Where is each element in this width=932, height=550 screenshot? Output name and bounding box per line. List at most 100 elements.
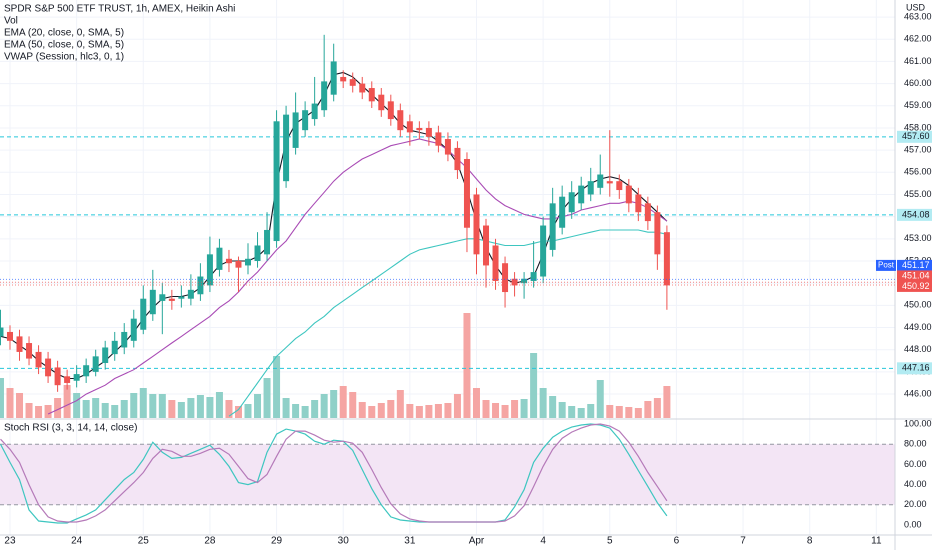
volume-bar xyxy=(501,405,509,418)
volume-bar xyxy=(244,404,252,418)
candle-body xyxy=(397,110,404,131)
candle-body xyxy=(635,194,642,213)
candle-body xyxy=(463,158,470,228)
volume-bar xyxy=(168,400,176,418)
volume-bar xyxy=(653,398,661,418)
x-tick-label: 4 xyxy=(540,536,546,547)
candle-body xyxy=(406,121,413,133)
candle-body xyxy=(330,61,337,95)
volume-bar xyxy=(54,398,62,418)
candle-body xyxy=(102,347,109,364)
volume-bar xyxy=(530,353,538,418)
volume-bar xyxy=(73,393,81,418)
y-tick-label: 459.00 xyxy=(904,100,932,110)
volume-bar xyxy=(254,394,262,418)
candle-body xyxy=(387,101,394,120)
volume-bar xyxy=(615,406,623,418)
volume-bar xyxy=(415,406,423,418)
x-tick-label: 5 xyxy=(607,536,613,547)
candle-body xyxy=(264,229,271,255)
candle-body xyxy=(54,367,61,386)
last-price-badge xyxy=(897,280,932,292)
y-tick-label: 461.00 xyxy=(904,56,932,66)
x-tick-label: 23 xyxy=(4,536,16,547)
candle-body xyxy=(197,276,204,295)
x-tick-label: 28 xyxy=(204,536,216,547)
volume-bar xyxy=(644,401,652,418)
volume-bar xyxy=(6,388,14,418)
candle-body xyxy=(273,121,280,242)
candle-body xyxy=(206,254,213,286)
candle-body xyxy=(302,110,309,131)
candle-body xyxy=(340,76,347,82)
candle-body xyxy=(530,272,537,281)
candle-body xyxy=(540,225,547,277)
candle-body xyxy=(149,289,156,315)
unit-label: USD xyxy=(906,2,926,12)
y-tick-label: 20.00 xyxy=(904,499,927,509)
candle-body xyxy=(444,139,451,155)
volume-bar xyxy=(320,394,328,418)
volume-bar xyxy=(111,405,119,418)
candle-body xyxy=(121,331,128,348)
candle-body xyxy=(587,181,594,195)
volume-bar xyxy=(263,378,271,418)
volume-bar xyxy=(434,404,442,418)
candle-body xyxy=(111,340,118,355)
volume-bar xyxy=(482,400,490,418)
last-price-label: 451.17 xyxy=(902,260,930,270)
stoch-line xyxy=(0,423,668,524)
price-line-badge xyxy=(897,130,932,143)
volume-bar xyxy=(225,400,233,418)
volume-bar xyxy=(568,406,576,418)
y-tick-label: 460.00 xyxy=(904,78,932,88)
volume-bar xyxy=(101,403,109,418)
candle-body xyxy=(606,181,613,184)
candle-body xyxy=(216,247,223,270)
price-line-badge xyxy=(897,362,932,375)
volume-bar xyxy=(520,399,528,418)
volume-bar xyxy=(44,405,52,418)
candle-body xyxy=(35,351,42,368)
candle-body xyxy=(64,376,71,383)
chart-title: SPDR S&P 500 ETF TRUST, 1h, AMEX, Heikin… xyxy=(4,4,235,15)
candle-body xyxy=(378,94,385,111)
legend-entry: Vol xyxy=(4,16,18,27)
candle-body xyxy=(359,83,366,93)
candle-body xyxy=(311,103,318,120)
y-tick-label: 450.00 xyxy=(904,300,932,310)
last-price-label: 451.04 xyxy=(902,270,930,280)
y-tick-label: 458.00 xyxy=(904,122,932,132)
candle-body xyxy=(578,185,585,204)
volume-bar xyxy=(358,402,366,418)
volume-bar xyxy=(539,388,547,418)
volume-bar xyxy=(396,390,404,418)
post-tag: Post xyxy=(878,261,895,270)
volume-bar xyxy=(492,403,500,418)
x-tick-label: 25 xyxy=(138,536,150,547)
y-tick-label: 463.00 xyxy=(904,11,932,21)
volume-bar xyxy=(139,388,147,418)
x-tick-label: Apr xyxy=(469,536,485,547)
volume-bar xyxy=(625,407,633,418)
candle-body xyxy=(6,331,13,341)
x-tick-label: 30 xyxy=(338,536,350,547)
candle-body xyxy=(245,258,252,266)
x-tick-label: 24 xyxy=(71,536,83,547)
volume-bar xyxy=(196,395,204,418)
candle-body xyxy=(511,278,518,286)
candle-body xyxy=(368,88,375,102)
price-line-label: 447.16 xyxy=(902,363,930,373)
legend-entry: VWAP (Session, hlc3, 0, 1) xyxy=(4,52,124,63)
candle-body xyxy=(349,79,356,86)
candle-body xyxy=(83,365,90,377)
volume-bar xyxy=(663,386,671,418)
volume-bar xyxy=(120,400,128,418)
y-tick-label: 456.00 xyxy=(904,167,932,177)
volume-bar xyxy=(339,386,347,418)
volume-bar xyxy=(234,406,242,418)
legend-entry: EMA (50, close, 0, SMA, 5) xyxy=(4,40,124,51)
stoch-line xyxy=(0,423,668,523)
post-tag-badge xyxy=(876,259,896,271)
